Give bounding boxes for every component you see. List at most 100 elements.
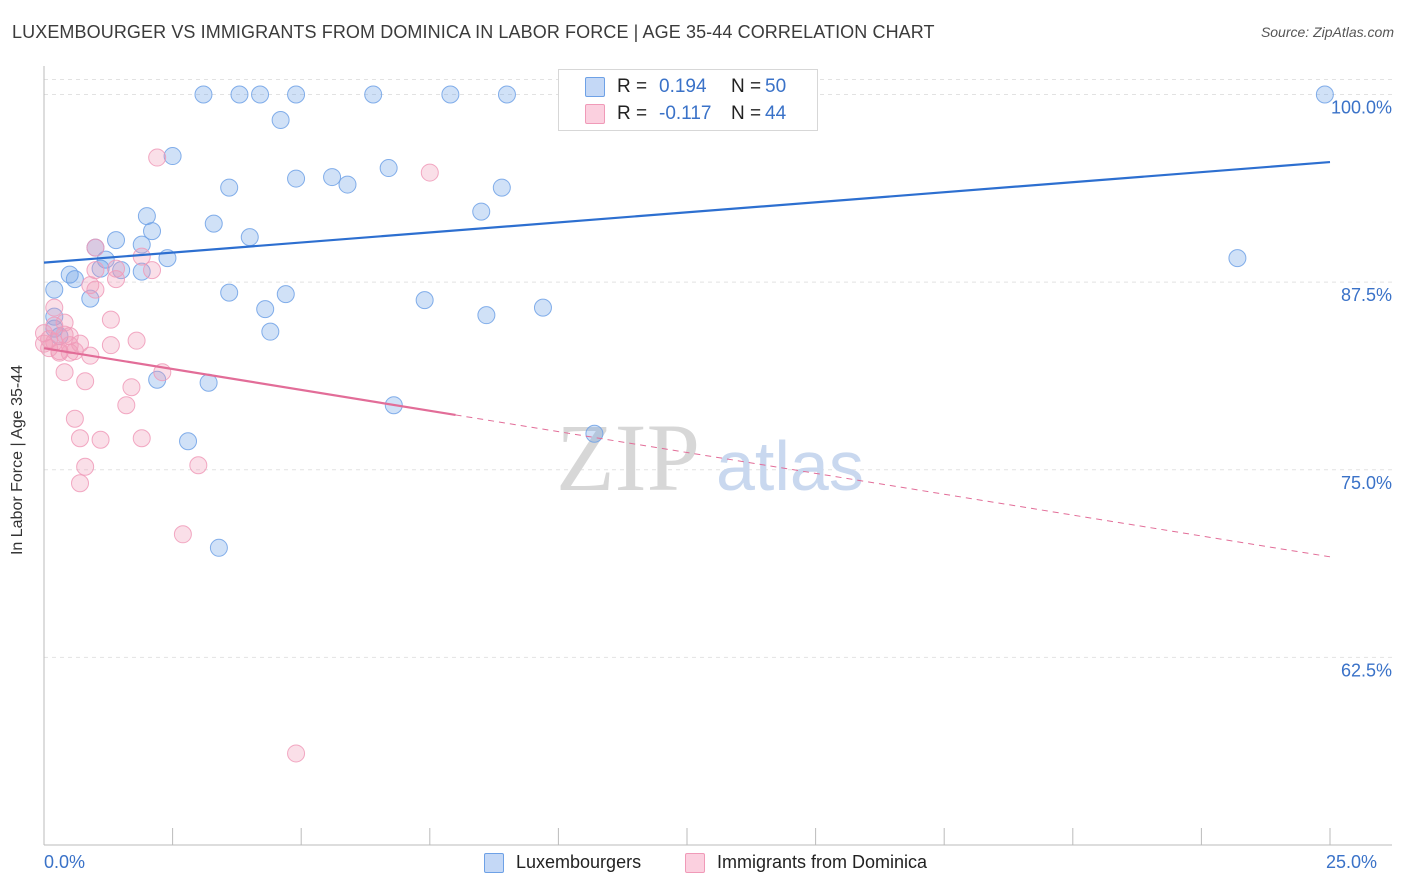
bottom-legend-label: Immigrants from Dominica <box>717 852 928 872</box>
bottom-legend-label: Luxembourgers <box>516 852 642 872</box>
point-luxembourgers <box>163 147 182 166</box>
point-luxembourgers <box>441 85 460 104</box>
y-axis-label: In Labor Force | Age 35-44 <box>9 364 26 556</box>
point-dominica <box>45 298 64 317</box>
watermark-atlas: atlas <box>716 427 864 505</box>
point-luxembourgers <box>179 432 198 451</box>
point-luxembourgers <box>492 178 511 197</box>
point-luxembourgers <box>143 222 162 241</box>
point-dominica <box>117 396 136 415</box>
legend-n-label: N = <box>731 103 762 124</box>
trend-line-dominica <box>43 347 456 417</box>
point-luxembourgers <box>338 175 357 194</box>
point-luxembourgers <box>240 228 259 247</box>
point-luxembourgers <box>194 85 213 104</box>
trend-line-dominica-dashed <box>455 414 1331 558</box>
stats-legend: R = 0.194 N = 50 R = -0.117 N = 44 <box>558 69 818 131</box>
y-tick-label: 75.0% <box>1341 473 1392 493</box>
point-dominica <box>107 270 126 289</box>
point-luxembourgers <box>256 300 275 319</box>
legend-row-luxembourgers: R = 0.194 N = 50 <box>585 74 786 100</box>
y-tick-label: 87.5% <box>1341 285 1392 305</box>
point-luxembourgers <box>137 207 156 226</box>
x-tick-label-min: 0.0% <box>44 852 86 872</box>
point-luxembourgers <box>271 111 290 130</box>
point-dominica <box>189 456 208 475</box>
point-luxembourgers <box>230 85 249 104</box>
bottom-legend-luxembourgers: Luxembourgers <box>484 852 641 873</box>
point-dominica <box>86 238 105 257</box>
legend-r-value: -0.117 <box>659 103 712 124</box>
point-luxembourgers <box>379 159 398 178</box>
legend-swatch-blue <box>585 77 605 97</box>
point-luxembourgers <box>65 270 84 289</box>
point-dominica <box>420 163 439 182</box>
point-dominica <box>35 324 53 343</box>
point-dominica <box>101 336 120 355</box>
point-luxembourgers <box>45 280 64 299</box>
point-luxembourgers <box>497 85 516 104</box>
points-layer <box>35 85 1334 763</box>
point-luxembourgers <box>477 306 496 325</box>
point-dominica <box>71 429 90 448</box>
point-dominica <box>76 457 95 476</box>
legend-r-label: R = <box>617 103 648 124</box>
point-dominica <box>148 148 167 167</box>
point-dominica <box>173 525 192 544</box>
point-luxembourgers <box>287 169 306 188</box>
point-dominica <box>91 430 110 449</box>
point-luxembourgers <box>472 202 491 221</box>
bottom-legend: Luxembourgers Immigrants from Dominica <box>0 852 1406 876</box>
point-luxembourgers <box>415 291 434 310</box>
legend-swatch-pink <box>585 104 605 124</box>
point-dominica <box>86 280 105 299</box>
point-luxembourgers <box>323 168 342 187</box>
point-dominica <box>71 474 90 493</box>
point-dominica <box>86 261 105 280</box>
point-luxembourgers <box>209 538 228 557</box>
grid <box>44 79 1392 658</box>
point-luxembourgers <box>1315 85 1334 104</box>
point-luxembourgers <box>220 178 239 197</box>
y-tick-label: 62.5% <box>1341 660 1392 680</box>
point-dominica <box>76 372 95 391</box>
bottom-legend-swatch-blue <box>484 852 504 873</box>
point-luxembourgers <box>251 85 270 104</box>
legend-n-value: 44 <box>765 103 787 124</box>
point-luxembourgers <box>220 283 239 302</box>
point-luxembourgers <box>204 214 223 233</box>
trend-line-luxembourgers <box>43 160 1331 264</box>
point-dominica <box>127 331 146 350</box>
point-dominica <box>101 310 120 329</box>
point-luxembourgers <box>81 289 100 308</box>
point-dominica <box>60 336 79 355</box>
source-credit: Source: ZipAtlas.com <box>1260 24 1394 40</box>
chart-title: LUXEMBOURGER VS IMMIGRANTS FROM DOMINICA… <box>12 22 935 42</box>
watermark-zip: ZIP <box>556 404 700 511</box>
point-dominica <box>132 429 151 448</box>
bottom-legend-dominica: Immigrants from Dominica <box>685 852 927 873</box>
legend-r-value: 0.194 <box>659 76 707 97</box>
bottom-legend-swatch-pink <box>685 852 705 873</box>
watermark: ZIP atlas <box>556 404 864 511</box>
y-tick-labels: 62.5% 75.0% 87.5% 100.0% <box>1331 98 1392 681</box>
point-luxembourgers <box>1228 249 1247 268</box>
y-tick-label: 100.0% <box>1331 98 1392 118</box>
trend-lines <box>43 160 1331 558</box>
point-dominica <box>143 261 162 280</box>
point-luxembourgers <box>585 424 604 443</box>
point-luxembourgers <box>276 285 295 304</box>
point-luxembourgers <box>533 298 552 317</box>
point-dominica <box>55 363 74 382</box>
legend-n-label: N = <box>731 76 762 97</box>
legend-row-dominica: R = -0.117 N = 44 <box>585 101 786 127</box>
point-dominica <box>65 409 84 428</box>
axes <box>43 66 1392 846</box>
point-dominica <box>122 378 141 397</box>
x-tick-label-max: 25.0% <box>1326 852 1378 872</box>
point-dominica <box>287 744 306 763</box>
legend-r-label: R = <box>617 76 648 97</box>
legend-n-value: 50 <box>765 76 787 97</box>
point-luxembourgers <box>107 231 126 250</box>
